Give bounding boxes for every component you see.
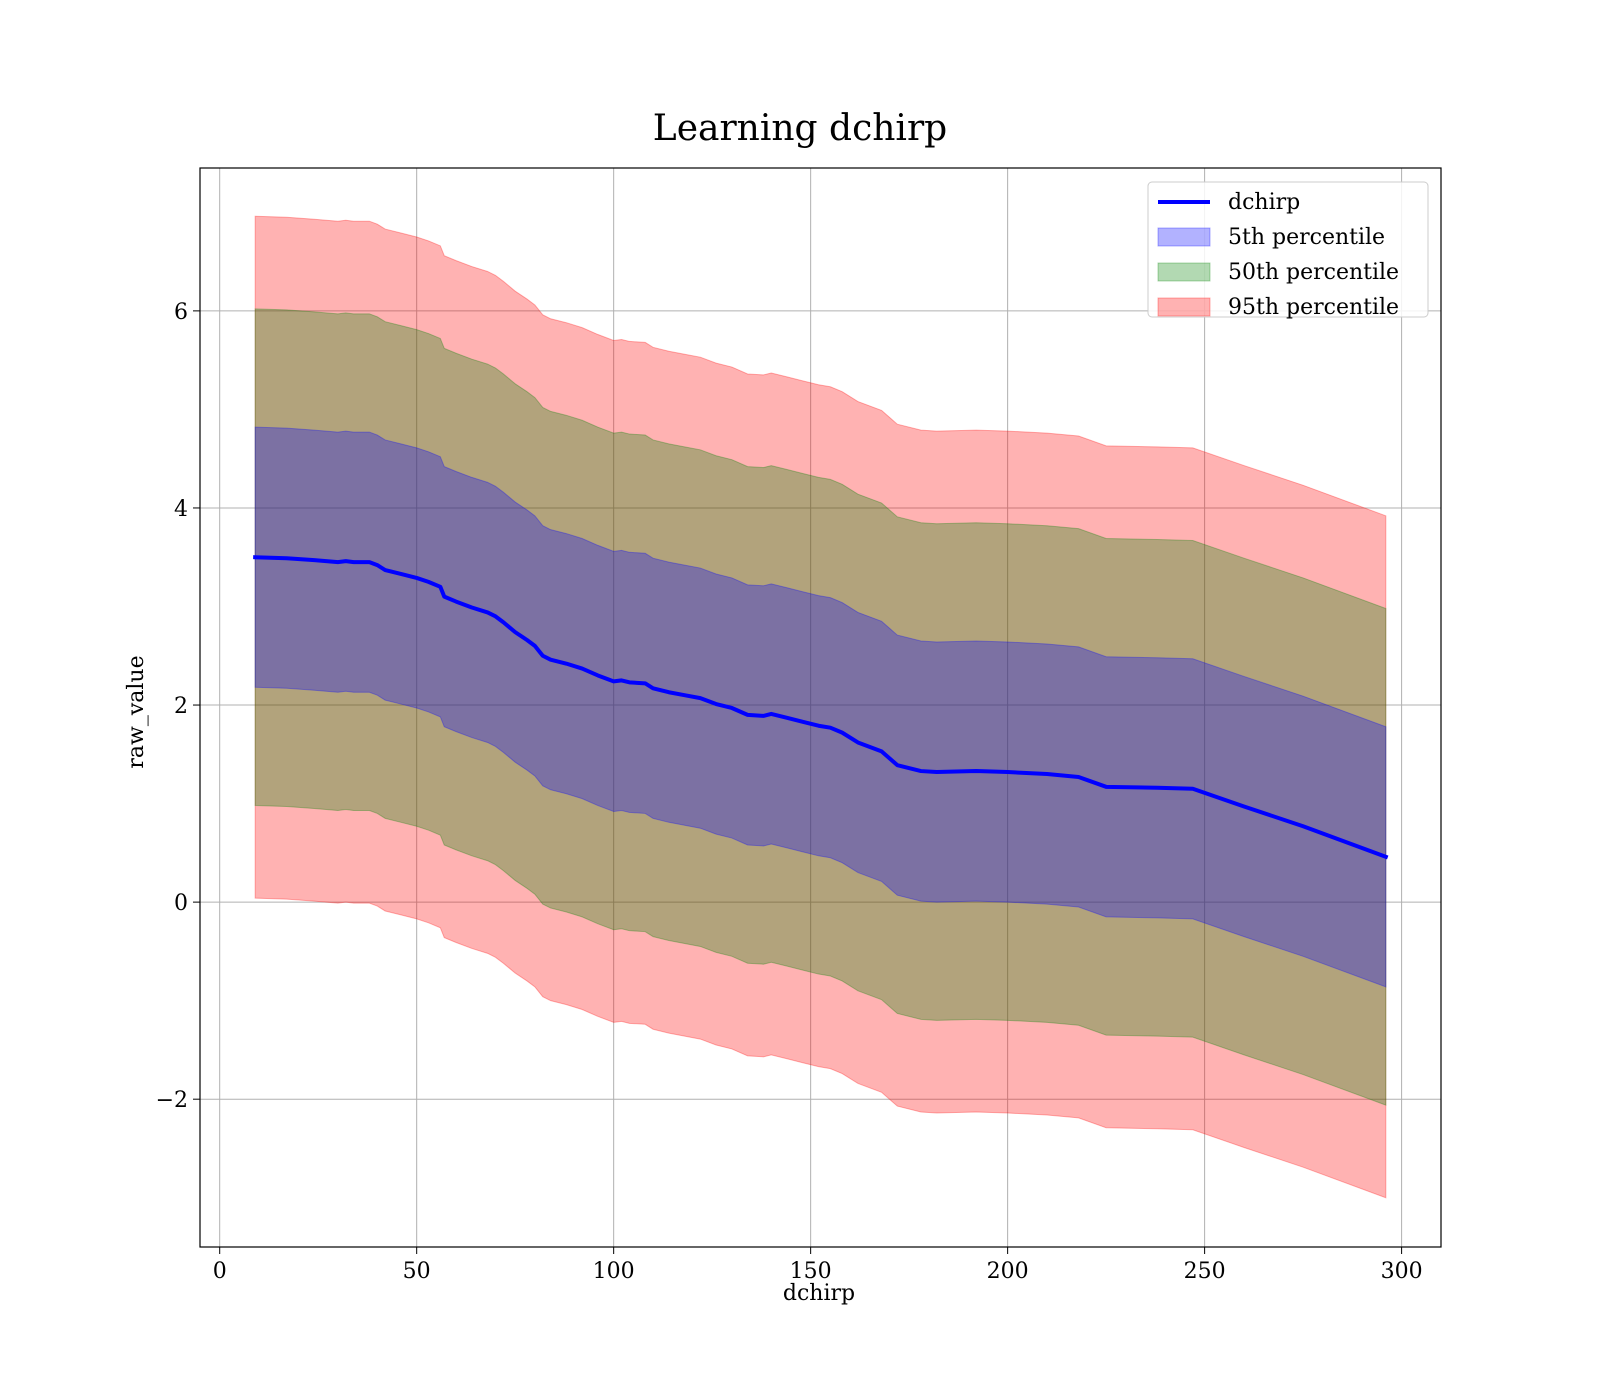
- x-tick-label: 150: [790, 1259, 832, 1284]
- x-tick-label: 250: [1184, 1259, 1226, 1284]
- legend-label: 50th percentile: [1228, 260, 1399, 285]
- x-tick-label: 300: [1381, 1259, 1423, 1284]
- legend: dchirp 5th percentile 50th percentile 95th …: [1147, 181, 1429, 320]
- chart-title: Learning dchirp: [653, 108, 947, 149]
- band-5th-percentile: [254, 426, 1387, 988]
- legend-swatch: [1157, 227, 1211, 247]
- band-95th-percentile: [254, 215, 1387, 1199]
- legend-swatch: [1157, 262, 1211, 282]
- x-axis-label: dchirp: [783, 1281, 855, 1306]
- x-tick-label: 0: [213, 1259, 227, 1284]
- x-tick-label: 50: [403, 1259, 431, 1284]
- legend-label: 5th percentile: [1228, 225, 1385, 250]
- plot-frame: [199, 167, 1442, 1248]
- legend-label: 95th percentile: [1228, 295, 1399, 320]
- y-tick-label: 4: [174, 497, 188, 522]
- legend-swatch: [1157, 297, 1211, 317]
- series-line-dchirp: [253, 555, 1389, 860]
- legend-label: dchirp: [1228, 190, 1300, 215]
- x-tick-label: 200: [987, 1259, 1029, 1284]
- y-tick-label: −2: [156, 1088, 188, 1113]
- y-tick-label: 0: [174, 891, 188, 916]
- plot-area: 0 50 100 150 200 250 300 −2 0 2 4 6: [156, 167, 1442, 1284]
- x-tick-label: 100: [593, 1259, 635, 1284]
- y-axis-label: raw_value: [124, 655, 149, 768]
- band-50th-percentile: [254, 308, 1387, 1106]
- y-tick-label: 6: [174, 300, 188, 325]
- y-tick-label: 2: [174, 694, 188, 719]
- legend-box: [1147, 181, 1429, 318]
